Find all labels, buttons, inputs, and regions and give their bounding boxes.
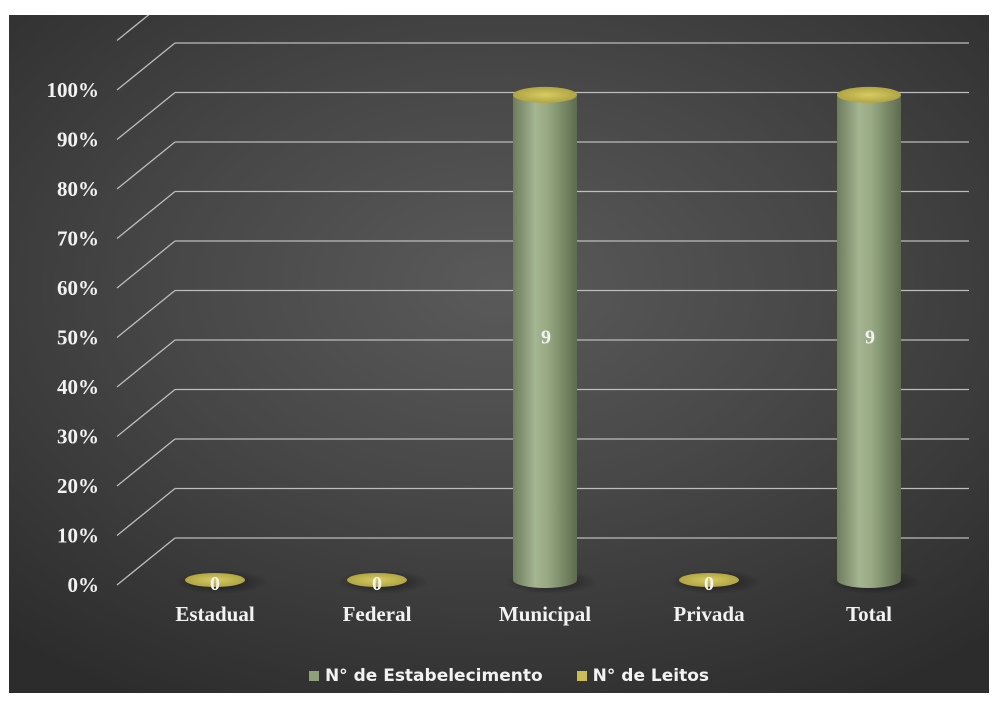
y-tick-label: 100% xyxy=(47,78,100,102)
y-tick-label: 20% xyxy=(57,474,99,498)
gridline-diagonal xyxy=(116,487,176,537)
legend: N° de Estabelecimento N° de Leitos xyxy=(9,661,1000,691)
y-tick-label: 40% xyxy=(57,375,99,399)
gridline-diagonal xyxy=(116,190,176,240)
legend-label-estabelecimento: N° de Estabelecimento xyxy=(324,666,543,686)
data-label: 0 xyxy=(210,573,220,595)
gridline-diagonal xyxy=(116,388,176,438)
legend-label-leitos: N° de Leitos xyxy=(592,666,710,686)
y-tick-label: 60% xyxy=(57,276,99,300)
gridline-diagonal xyxy=(116,289,176,339)
bar-top xyxy=(513,86,577,103)
category-label: Total xyxy=(846,602,892,626)
category-label: Privada xyxy=(673,602,745,626)
y-tick-label: 10% xyxy=(57,524,99,548)
gridline-diagonal xyxy=(116,42,176,91)
gridline-diagonal xyxy=(116,537,176,586)
y-tick-label: 90% xyxy=(57,128,99,152)
gridline-diagonal xyxy=(116,141,176,190)
category-label: Federal xyxy=(343,602,412,626)
legend-item-estabelecimento: N° de Estabelecimento xyxy=(308,666,543,686)
legend-swatch-leitos xyxy=(576,671,587,681)
chart-area: 0% 10% 20% 30% 40% 50% 60% 70% 80% 90% 100% Estadua… xyxy=(9,15,989,693)
data-label: 0 xyxy=(704,573,714,595)
gridline-diagonal xyxy=(116,339,176,388)
bar-top xyxy=(837,86,901,103)
data-label: 9 xyxy=(541,326,551,348)
gridline-diagonal xyxy=(116,91,176,141)
y-tick-label: 30% xyxy=(57,425,99,449)
legend-item-leitos: N° de Leitos xyxy=(576,666,710,686)
bar-flat xyxy=(185,573,245,587)
y-tick-label: 80% xyxy=(57,177,99,201)
bar-estabelecimento xyxy=(513,94,577,589)
y-tick-label: 50% xyxy=(57,326,99,350)
legend-swatch-estabelecimento xyxy=(308,671,319,681)
y-tick-label: 0% xyxy=(68,573,100,597)
gridline-diagonal xyxy=(116,240,176,289)
chart-plot: 0% 10% 20% 30% 40% 50% 60% 70% 80% 90% 100% Estadua… xyxy=(47,15,969,626)
bar-flat xyxy=(347,573,407,587)
bar-estabelecimento xyxy=(837,94,901,589)
gridline-diagonal xyxy=(116,15,150,42)
category-label: Municipal xyxy=(499,602,591,626)
data-label: 9 xyxy=(865,326,875,348)
y-tick-label: 70% xyxy=(57,227,99,251)
bar-flat xyxy=(679,573,739,587)
category-label: Estadual xyxy=(175,602,255,626)
data-label: 0 xyxy=(372,573,382,595)
gridline-diagonal xyxy=(116,438,176,487)
